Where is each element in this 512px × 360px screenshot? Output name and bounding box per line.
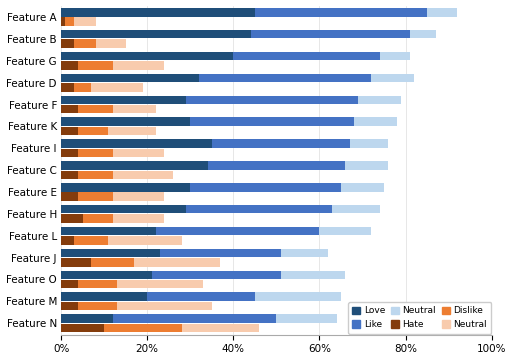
- Bar: [190, 183, 341, 192]
- Bar: [91, 83, 143, 91]
- Bar: [78, 302, 117, 310]
- Bar: [281, 249, 328, 257]
- Bar: [61, 193, 78, 201]
- Bar: [61, 249, 160, 257]
- Bar: [350, 139, 388, 148]
- Bar: [78, 280, 117, 288]
- Bar: [61, 271, 152, 279]
- Bar: [319, 227, 371, 235]
- Bar: [66, 18, 74, 26]
- Bar: [61, 161, 207, 170]
- Bar: [109, 236, 182, 245]
- Bar: [61, 183, 190, 192]
- Bar: [186, 205, 332, 213]
- Bar: [78, 105, 113, 113]
- Bar: [61, 18, 66, 26]
- Bar: [255, 292, 341, 301]
- Bar: [156, 227, 319, 235]
- Bar: [113, 193, 164, 201]
- Bar: [160, 249, 281, 257]
- Bar: [380, 52, 410, 60]
- Bar: [61, 280, 78, 288]
- Bar: [61, 83, 74, 91]
- Bar: [109, 127, 156, 135]
- Bar: [61, 324, 104, 332]
- Bar: [61, 314, 113, 323]
- Bar: [427, 8, 457, 17]
- Bar: [61, 236, 74, 245]
- Bar: [61, 30, 250, 39]
- Bar: [61, 61, 78, 70]
- Bar: [190, 117, 354, 126]
- Bar: [212, 139, 350, 148]
- Bar: [345, 161, 388, 170]
- Bar: [78, 171, 113, 179]
- Bar: [199, 74, 371, 82]
- Bar: [341, 183, 384, 192]
- Bar: [233, 52, 380, 60]
- Bar: [74, 39, 96, 48]
- Bar: [61, 258, 91, 266]
- Bar: [186, 96, 358, 104]
- Bar: [117, 302, 212, 310]
- Bar: [61, 139, 212, 148]
- Bar: [113, 105, 156, 113]
- Bar: [182, 324, 259, 332]
- Bar: [61, 8, 255, 17]
- Bar: [61, 105, 78, 113]
- Legend: Love, Like, Neutral, Hate, Dislike, Neutral: Love, Like, Neutral, Hate, Dislike, Neut…: [348, 302, 492, 333]
- Bar: [61, 117, 190, 126]
- Bar: [332, 205, 380, 213]
- Bar: [61, 214, 82, 223]
- Bar: [78, 61, 113, 70]
- Bar: [104, 324, 182, 332]
- Bar: [82, 214, 113, 223]
- Bar: [117, 280, 203, 288]
- Bar: [113, 149, 164, 157]
- Bar: [61, 74, 199, 82]
- Bar: [96, 39, 125, 48]
- Bar: [61, 302, 78, 310]
- Bar: [61, 39, 74, 48]
- Bar: [78, 149, 113, 157]
- Bar: [281, 271, 345, 279]
- Bar: [207, 161, 345, 170]
- Bar: [276, 314, 337, 323]
- Bar: [61, 292, 147, 301]
- Bar: [61, 205, 186, 213]
- Bar: [61, 171, 78, 179]
- Bar: [78, 127, 109, 135]
- Bar: [147, 292, 255, 301]
- Bar: [410, 30, 436, 39]
- Bar: [113, 61, 164, 70]
- Bar: [61, 227, 156, 235]
- Bar: [113, 214, 164, 223]
- Bar: [61, 127, 78, 135]
- Bar: [91, 258, 134, 266]
- Bar: [74, 18, 96, 26]
- Bar: [113, 171, 173, 179]
- Bar: [61, 149, 78, 157]
- Bar: [358, 96, 401, 104]
- Bar: [134, 258, 221, 266]
- Bar: [78, 193, 113, 201]
- Bar: [255, 8, 427, 17]
- Bar: [113, 314, 276, 323]
- Bar: [354, 117, 397, 126]
- Bar: [61, 96, 186, 104]
- Bar: [61, 52, 233, 60]
- Bar: [250, 30, 410, 39]
- Bar: [74, 236, 109, 245]
- Bar: [152, 271, 281, 279]
- Bar: [74, 83, 91, 91]
- Bar: [371, 74, 414, 82]
